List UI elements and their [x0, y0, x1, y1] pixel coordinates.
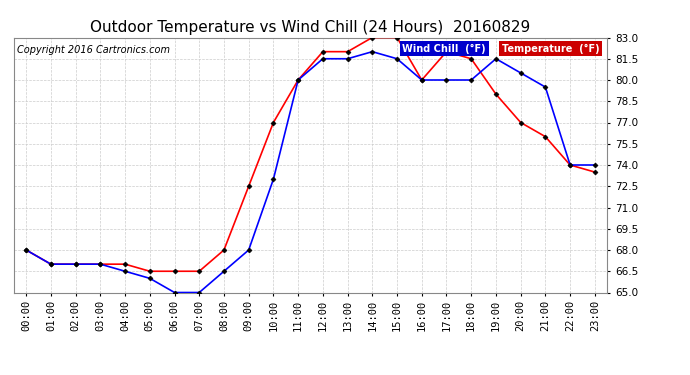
Text: Wind Chill  (°F): Wind Chill (°F) — [402, 44, 486, 54]
Title: Outdoor Temperature vs Wind Chill (24 Hours)  20160829: Outdoor Temperature vs Wind Chill (24 Ho… — [90, 20, 531, 35]
Text: Copyright 2016 Cartronics.com: Copyright 2016 Cartronics.com — [17, 45, 170, 55]
Text: Temperature  (°F): Temperature (°F) — [502, 44, 599, 54]
